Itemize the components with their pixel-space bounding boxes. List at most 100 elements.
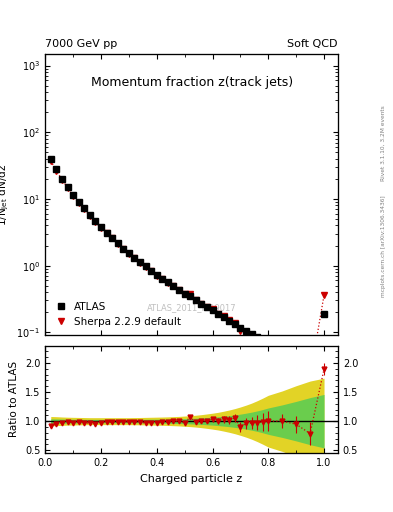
ATLAS xyxy=(216,311,220,317)
ATLAS xyxy=(221,314,226,321)
Sherpa 2.2.9 default xyxy=(280,348,285,354)
Sherpa 2.2.9 default xyxy=(199,301,204,307)
Legend: ATLAS, Sherpa 2.2.9 default: ATLAS, Sherpa 2.2.9 default xyxy=(50,298,184,330)
Sherpa 2.2.9 default xyxy=(82,206,86,212)
Sherpa 2.2.9 default xyxy=(127,251,131,257)
ATLAS xyxy=(255,334,259,340)
ATLAS xyxy=(115,240,120,246)
Sherpa 2.2.9 default xyxy=(221,313,226,319)
Sherpa 2.2.9 default xyxy=(165,280,170,286)
ATLAS xyxy=(238,325,243,331)
ATLAS xyxy=(188,293,193,300)
ATLAS xyxy=(193,297,198,303)
Sherpa 2.2.9 default xyxy=(232,319,237,326)
ATLAS xyxy=(182,291,187,297)
Sherpa 2.2.9 default xyxy=(88,212,92,219)
ATLAS xyxy=(82,205,86,211)
Text: mcplots.cern.ch [arXiv:1306.3436]: mcplots.cern.ch [arXiv:1306.3436] xyxy=(381,195,386,296)
ATLAS xyxy=(227,317,231,324)
ATLAS xyxy=(165,280,170,286)
ATLAS xyxy=(205,304,209,310)
Sherpa 2.2.9 default xyxy=(71,193,75,199)
Sherpa 2.2.9 default xyxy=(99,225,103,231)
ATLAS xyxy=(232,321,237,327)
Sherpa 2.2.9 default xyxy=(93,219,98,225)
Sherpa 2.2.9 default xyxy=(154,272,159,279)
ATLAS xyxy=(154,272,159,278)
Sherpa 2.2.9 default xyxy=(132,255,137,262)
ATLAS xyxy=(266,341,271,347)
Sherpa 2.2.9 default xyxy=(182,291,187,297)
Sherpa 2.2.9 default xyxy=(115,241,120,247)
ATLAS xyxy=(76,199,81,205)
Sherpa 2.2.9 default xyxy=(160,276,165,283)
Sherpa 2.2.9 default xyxy=(294,359,299,365)
Text: ATLAS_2011_I919017: ATLAS_2011_I919017 xyxy=(147,303,237,312)
Sherpa 2.2.9 default xyxy=(205,304,209,310)
X-axis label: Charged particle z: Charged particle z xyxy=(140,474,243,483)
Sherpa 2.2.9 default xyxy=(193,297,198,304)
ATLAS xyxy=(121,246,126,252)
ATLAS xyxy=(160,276,165,282)
ATLAS xyxy=(54,166,59,172)
ATLAS xyxy=(199,301,204,307)
ATLAS xyxy=(110,235,114,241)
Sherpa 2.2.9 default xyxy=(308,373,312,379)
Sherpa 2.2.9 default xyxy=(216,311,220,317)
ATLAS xyxy=(210,307,215,313)
Sherpa 2.2.9 default xyxy=(48,158,53,164)
Text: Momentum fraction z(track jets): Momentum fraction z(track jets) xyxy=(90,76,293,89)
ATLAS xyxy=(132,255,137,261)
Sherpa 2.2.9 default xyxy=(266,341,271,347)
Sherpa 2.2.9 default xyxy=(171,283,176,289)
Y-axis label: 1/N$_\mathrm{jet}$ dN/dz: 1/N$_\mathrm{jet}$ dN/dz xyxy=(0,163,11,226)
Line: Sherpa 2.2.9 default: Sherpa 2.2.9 default xyxy=(48,158,327,379)
ATLAS xyxy=(244,328,248,334)
ATLAS xyxy=(280,348,285,354)
Sherpa 2.2.9 default xyxy=(54,167,59,174)
Sherpa 2.2.9 default xyxy=(65,184,70,190)
Sherpa 2.2.9 default xyxy=(60,177,64,183)
ATLAS xyxy=(60,176,64,182)
Sherpa 2.2.9 default xyxy=(104,230,109,237)
Sherpa 2.2.9 default xyxy=(322,292,327,298)
ATLAS xyxy=(143,263,148,269)
Line: ATLAS: ATLAS xyxy=(48,156,327,372)
Sherpa 2.2.9 default xyxy=(121,246,126,252)
Sherpa 2.2.9 default xyxy=(249,332,254,338)
Sherpa 2.2.9 default xyxy=(149,268,154,274)
Sherpa 2.2.9 default xyxy=(76,200,81,206)
ATLAS xyxy=(177,287,182,293)
ATLAS xyxy=(88,211,92,218)
ATLAS xyxy=(99,224,103,230)
Text: 7000 GeV pp: 7000 GeV pp xyxy=(45,38,118,49)
ATLAS xyxy=(104,230,109,236)
ATLAS xyxy=(71,192,75,198)
Sherpa 2.2.9 default xyxy=(138,260,142,266)
ATLAS xyxy=(149,268,154,274)
Sherpa 2.2.9 default xyxy=(143,264,148,270)
Text: Soft QCD: Soft QCD xyxy=(288,38,338,49)
ATLAS xyxy=(322,311,327,317)
ATLAS xyxy=(260,337,265,344)
Sherpa 2.2.9 default xyxy=(260,338,265,344)
ATLAS xyxy=(127,250,131,257)
Sherpa 2.2.9 default xyxy=(177,287,182,293)
Sherpa 2.2.9 default xyxy=(188,291,193,297)
ATLAS xyxy=(93,218,98,224)
Sherpa 2.2.9 default xyxy=(227,317,231,323)
ATLAS xyxy=(171,283,176,289)
ATLAS xyxy=(294,357,299,364)
Sherpa 2.2.9 default xyxy=(238,328,243,334)
Sherpa 2.2.9 default xyxy=(244,329,248,335)
Sherpa 2.2.9 default xyxy=(210,306,215,312)
ATLAS xyxy=(65,184,70,190)
Text: Rivet 3.1.10, 3.2M events: Rivet 3.1.10, 3.2M events xyxy=(381,105,386,181)
Sherpa 2.2.9 default xyxy=(110,236,114,242)
ATLAS xyxy=(249,331,254,337)
ATLAS xyxy=(138,259,142,265)
ATLAS xyxy=(308,366,312,372)
Y-axis label: Ratio to ATLAS: Ratio to ATLAS xyxy=(9,361,19,437)
Sherpa 2.2.9 default xyxy=(255,335,259,341)
ATLAS xyxy=(48,156,53,162)
